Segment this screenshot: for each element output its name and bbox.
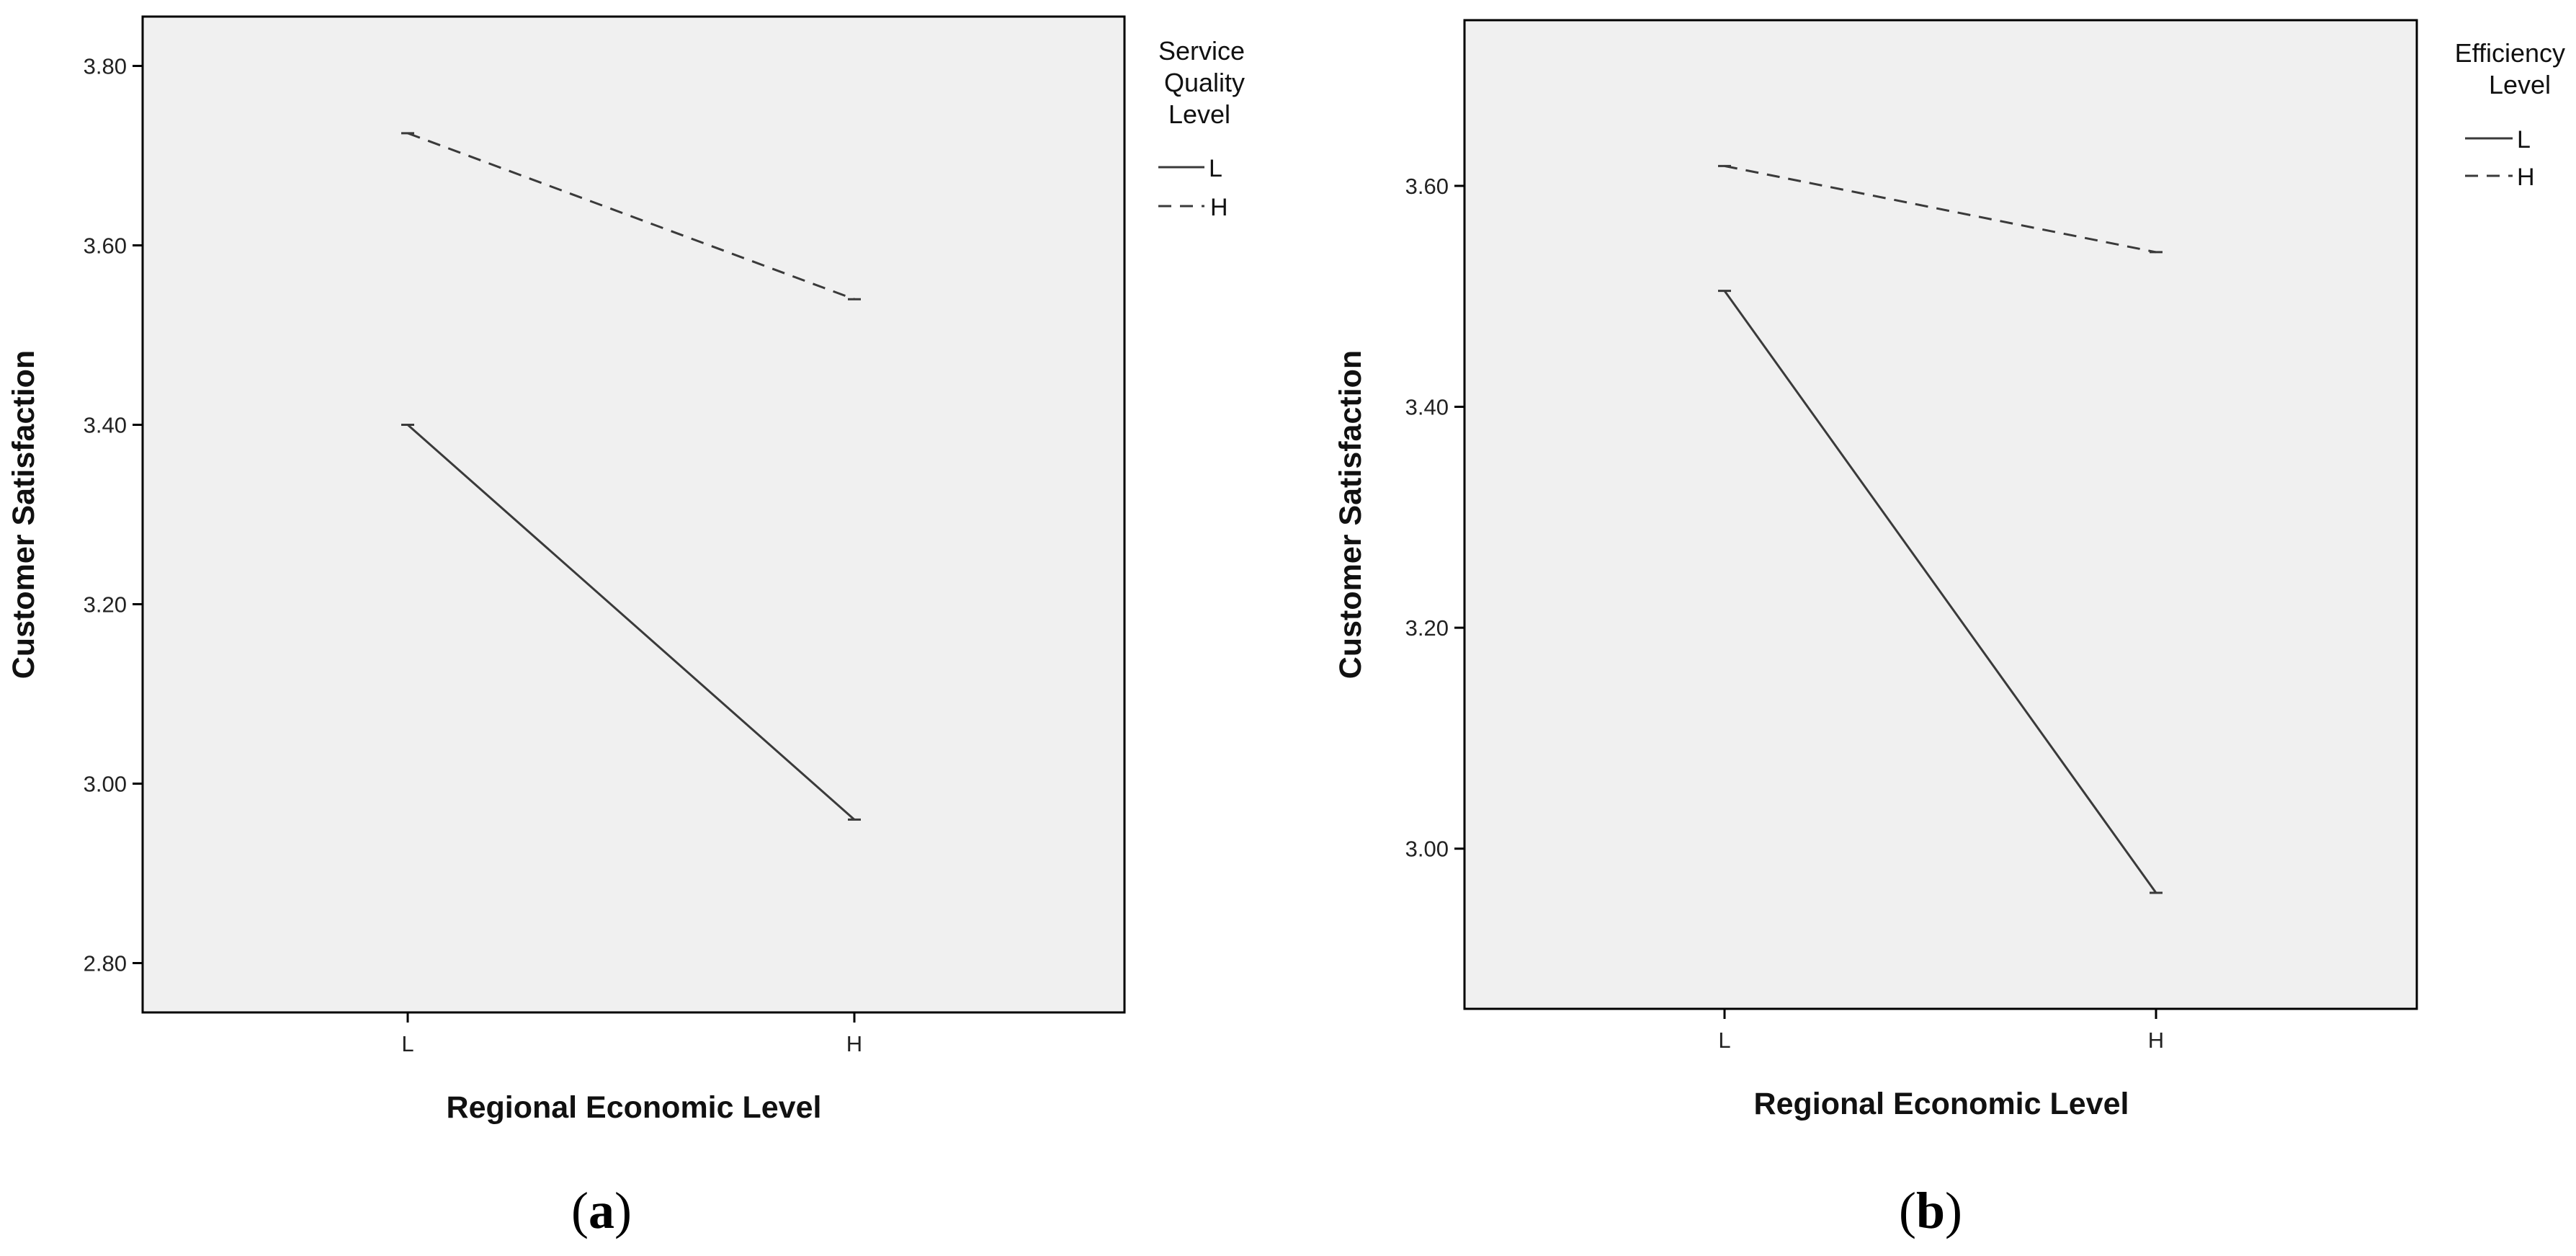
- plot-area: [141, 15, 1126, 1014]
- series-lines: [401, 132, 861, 821]
- y-tick-label: 3.20: [84, 592, 127, 618]
- legend-entry-label: H: [1210, 194, 1228, 221]
- y-axis-ticks: 3.00 3.20 3.40 3.60: [1405, 174, 1464, 862]
- y-tick-label: 3.80: [84, 53, 127, 79]
- plot-area: [1463, 19, 2418, 1010]
- legend: Efficiency Level L H: [2455, 38, 2565, 191]
- y-tick-label: 3.20: [1405, 615, 1449, 641]
- series-line-H: [1724, 164, 2157, 254]
- y-tick-label: 3.00: [84, 772, 127, 797]
- legend: Service Quality Level L H: [1158, 36, 1245, 221]
- legend-entry-label: H: [2517, 164, 2535, 191]
- y-tick-label: 3.40: [1405, 395, 1449, 420]
- panel-caption: (b): [1899, 1182, 1962, 1239]
- x-axis-label: Regional Economic Level: [1754, 1087, 2129, 1121]
- legend-title-line: Level: [1168, 99, 1230, 129]
- x-tick-label: L: [401, 1031, 413, 1056]
- y-axis-label: Customer Satisfaction: [1333, 350, 1368, 679]
- series-lines: [1718, 164, 2163, 894]
- x-tick-label: H: [2148, 1028, 2164, 1053]
- panel-caption: (a): [571, 1182, 632, 1239]
- legend-title-line: Level: [2489, 70, 2551, 99]
- legend-title-line: Efficiency: [2455, 38, 2565, 68]
- legend-title-line: Quality: [1164, 68, 1245, 97]
- x-axis-label: Regional Economic Level: [447, 1090, 822, 1125]
- y-tick-label: 3.60: [1405, 174, 1449, 199]
- series-line-H: [407, 132, 855, 300]
- y-tick-label: 3.00: [1405, 837, 1449, 862]
- x-tick-label: L: [1718, 1028, 1730, 1053]
- series-line-L: [407, 424, 855, 821]
- y-tick-label: 2.80: [84, 951, 127, 976]
- series-line-L: [1723, 290, 2157, 894]
- y-axis-label: Customer Satisfaction: [6, 350, 41, 679]
- legend-title-line: Service: [1158, 36, 1245, 66]
- y-tick-label: 3.40: [84, 412, 127, 437]
- y-tick-label: 3.60: [84, 233, 127, 258]
- legend-entry-label: L: [1209, 155, 1222, 182]
- legend-entry-label: L: [2517, 126, 2531, 153]
- x-tick-label: H: [846, 1031, 862, 1056]
- y-axis-ticks: 2.80 3.00 3.20 3.40 3.60 3.80: [84, 53, 143, 976]
